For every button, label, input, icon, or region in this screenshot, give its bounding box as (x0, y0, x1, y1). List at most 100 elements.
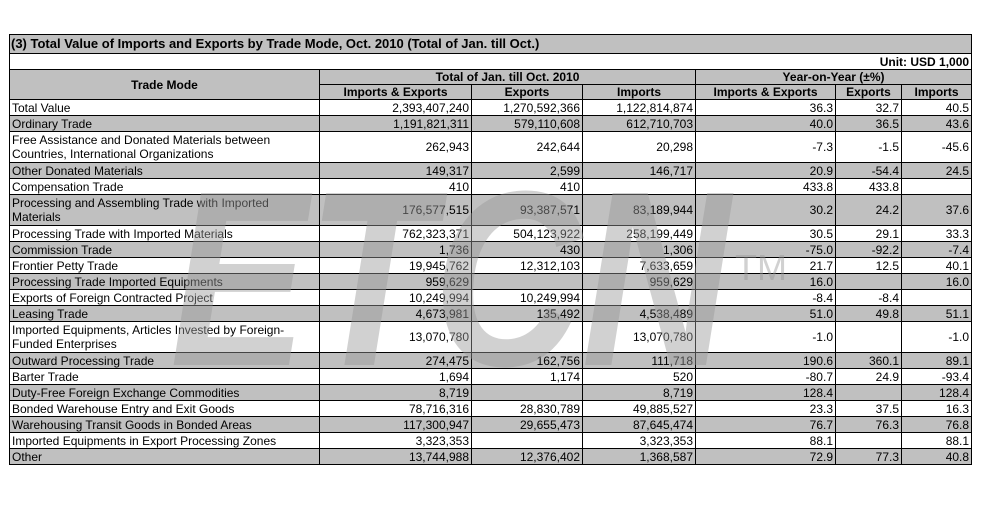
cell-exports: 135,492 (471, 305, 583, 322)
trade-mode-name: Processing and Assembling Trade with Imp… (9, 194, 320, 226)
trade-mode-name: Leasing Trade (9, 305, 320, 322)
table-row: Commission Trade 1,736 430 1,306 -75.0 -92.2-… (9, 241, 973, 258)
cell-exports (471, 321, 583, 353)
cell-imports-exports: 1,694 (319, 368, 472, 385)
cell-yoy-imports-exports: 30.2 (695, 194, 836, 226)
header-col-imports-exports: Imports & Exports (319, 84, 472, 100)
cell-exports: 162,756 (471, 352, 583, 369)
table-title: (3) Total Value of Imports and Exports b… (8, 34, 973, 54)
cell-yoy-imports-exports: 433.8 (695, 178, 836, 195)
header-group-yoy: Year-on-Year (±%) (694, 69, 973, 85)
trade-mode-name: Free Assistance and Donated Materials be… (9, 131, 320, 163)
cell-exports: 93,387,571 (471, 194, 583, 226)
cell-imports-exports: 762,323,371 (319, 225, 472, 242)
cell-exports: 504,123,922 (471, 225, 583, 242)
cell-imports-exports: 13,744,988 (319, 448, 472, 465)
trade-mode-name: Frontier Petty Trade (9, 257, 320, 274)
table-row: Barter Trade 1,694 1,174 520 -80.7 24.9 -93.4 (9, 368, 973, 385)
trade-table-sheet: (3) Total Value of Imports and Exports b… (8, 34, 973, 465)
cell-yoy-imports: 128.4 (900, 384, 973, 401)
cell-yoy-imports: -45.6 (900, 131, 973, 163)
table-row: Total Value 2,393,407,240 1,270,592,366 1,1… (9, 99, 973, 116)
header-col-yoy-imports: Imports (900, 84, 973, 100)
trade-mode-name: Outward Processing Trade (9, 352, 320, 369)
cell-imports: 1,368,587 (582, 448, 696, 465)
cell-imports-exports: 78,716,316 (319, 400, 472, 417)
header-trade-mode: Trade Mode (9, 69, 320, 100)
unit-label: Unit: USD 1,000 (8, 53, 973, 70)
trade-mode-name: Warehousing Transit Goods in Bonded Area… (9, 416, 320, 433)
trade-mode-table: (3) Total Value of Imports and Exports b… (8, 34, 973, 465)
cell-yoy-imports: 33.3 (900, 225, 973, 242)
cell-yoy-imports-exports: -75.0 (695, 241, 836, 258)
cell-yoy-imports-exports: 190.6 (695, 352, 836, 369)
trade-mode-name: Other Donated Materials (9, 162, 320, 179)
cell-yoy-imports-exports: 128.4 (695, 384, 836, 401)
cell-imports-exports: 13,070,780 (319, 321, 472, 353)
cell-imports-exports: 1,736 (319, 241, 472, 258)
cell-imports: 612,710,703 (582, 115, 696, 132)
cell-imports-exports: 410 (319, 178, 472, 195)
trade-mode-name: Bonded Warehouse Entry and Exit Goods (9, 400, 320, 417)
cell-yoy-imports-exports: 30.5 (695, 225, 836, 242)
table-row: Processing Trade Imported Equipments 959,… (9, 273, 973, 290)
cell-yoy-imports: 16.3 (900, 400, 973, 417)
cell-yoy-exports: 12.5 (835, 257, 902, 274)
trade-mode-name: Processing Trade with Imported Materials (9, 225, 320, 242)
cell-yoy-exports: -1.5 (835, 131, 902, 163)
header-group-total: Total of Jan. till Oct. 2010 (319, 69, 696, 85)
trade-mode-name: Processing Trade Imported Equipments (9, 273, 320, 290)
cell-imports: 20,298 (582, 131, 696, 163)
cell-yoy-imports: 43.6 (900, 115, 973, 132)
cell-imports: 8,719 (582, 384, 696, 401)
header-col-yoy-imports-exports: Imports & Exports (695, 84, 836, 100)
cell-exports: 1,270,592,366 (471, 99, 583, 116)
cell-exports: 12,376,402 (471, 448, 583, 465)
cell-imports-exports: 4,673,981 (319, 305, 472, 322)
table-row: Imported Equipments in Export Processing… (9, 432, 973, 449)
cell-yoy-imports: 76.8 (900, 416, 973, 433)
cell-yoy-exports: -8.4 (835, 289, 902, 306)
cell-yoy-imports-exports: 40.0 (695, 115, 836, 132)
cell-imports-exports: 8,719 (319, 384, 472, 401)
cell-imports (582, 178, 696, 195)
trade-mode-name: Commission Trade (9, 241, 320, 258)
cell-yoy-imports: 40.5 (900, 99, 973, 116)
cell-yoy-imports: -93.4 (900, 368, 973, 385)
trade-mode-name: Imported Equipments, Articles Invested b… (9, 321, 320, 353)
cell-exports (471, 432, 583, 449)
cell-yoy-exports: 77.3 (835, 448, 902, 465)
cell-yoy-imports-exports: -8.4 (695, 289, 836, 306)
cell-imports-exports: 2,393,407,240 (319, 99, 472, 116)
cell-imports: 87,645,474 (582, 416, 696, 433)
table-row: Imported Equipments, Articles Invested b… (9, 321, 973, 353)
header-col-imports: Imports (582, 84, 696, 100)
cell-imports-exports: 10,249,994 (319, 289, 472, 306)
cell-yoy-imports: -1.0 (900, 321, 973, 353)
cell-imports: 13,070,780 (582, 321, 696, 353)
cell-imports: 1,306 (582, 241, 696, 258)
cell-imports: 1,122,814,874 (582, 99, 696, 116)
cell-yoy-exports: 433.8 (835, 178, 902, 195)
cell-yoy-imports (900, 178, 973, 195)
table-row: Warehousing Transit Goods in Bonded Area… (9, 416, 973, 433)
cell-yoy-imports-exports: -1.0 (695, 321, 836, 353)
cell-yoy-imports: -7.4 (900, 241, 973, 258)
cell-yoy-exports: -92.2 (835, 241, 902, 258)
table-row: Exports of Foreign Contracted Project 10,… (9, 289, 973, 306)
table-row: Compensation Trade 410 410 433.8 433.8 (9, 178, 973, 195)
cell-yoy-exports: 29.1 (835, 225, 902, 242)
cell-yoy-exports: 49.8 (835, 305, 902, 322)
table-row: Other 13,744,988 12,376,402 1,368,587 72.9 77… (9, 448, 973, 465)
cell-yoy-imports: 51.1 (900, 305, 973, 322)
cell-exports: 579,110,608 (471, 115, 583, 132)
cell-yoy-imports-exports: 36.3 (695, 99, 836, 116)
cell-yoy-imports-exports: 72.9 (695, 448, 836, 465)
trade-mode-name: Duty-Free Foreign Exchange Commodities (9, 384, 320, 401)
cell-imports-exports: 19,945,762 (319, 257, 472, 274)
table-row: Processing and Assembling Trade with Imp… (9, 194, 973, 226)
table-row: Outward Processing Trade 274,475 162,756 11… (9, 352, 973, 369)
cell-yoy-exports: 360.1 (835, 352, 902, 369)
trade-mode-name: Compensation Trade (9, 178, 320, 195)
table-row: Frontier Petty Trade 19,945,762 12,312,103… (9, 257, 973, 274)
